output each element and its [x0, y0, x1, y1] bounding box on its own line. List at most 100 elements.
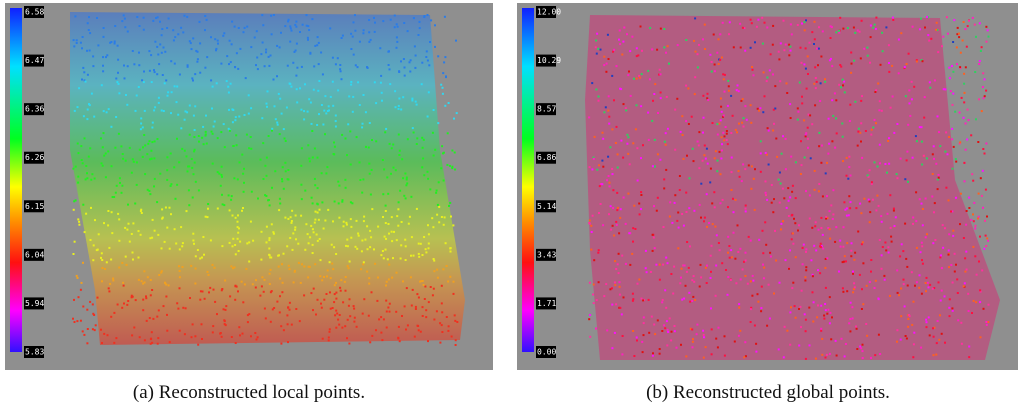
point: [166, 313, 168, 316]
point: [632, 77, 635, 80]
point: [211, 132, 214, 135]
point: [677, 211, 680, 214]
point: [694, 50, 697, 53]
point: [850, 242, 853, 245]
point: [385, 299, 388, 302]
point: [422, 284, 425, 286]
point: [322, 123, 325, 126]
point: [791, 190, 794, 193]
point: [611, 173, 614, 176]
point: [673, 330, 676, 333]
point: [694, 17, 697, 20]
point: [804, 318, 807, 321]
point: [785, 82, 788, 85]
point: [419, 330, 422, 333]
point: [618, 293, 621, 296]
label-box: [536, 103, 556, 116]
point: [212, 288, 215, 291]
point: [117, 212, 120, 215]
point: [663, 187, 666, 190]
point: [307, 276, 310, 279]
point: [80, 159, 83, 161]
point: [835, 132, 838, 135]
point: [273, 105, 276, 108]
point: [316, 202, 319, 205]
point: [317, 89, 320, 92]
point: [338, 216, 341, 219]
point: [974, 227, 977, 230]
point: [100, 256, 102, 259]
point: [805, 190, 807, 193]
point: [790, 33, 793, 36]
point: [770, 184, 773, 186]
point: [291, 248, 294, 251]
point: [354, 64, 357, 67]
point: [395, 23, 398, 26]
point: [703, 154, 706, 157]
point: [869, 211, 872, 214]
point: [719, 202, 722, 205]
point: [85, 165, 88, 167]
point: [286, 245, 289, 248]
point: [231, 20, 234, 23]
colorbar-label: 8.57: [537, 105, 556, 114]
point: [735, 89, 738, 92]
point: [860, 243, 863, 246]
point: [987, 239, 990, 242]
point: [945, 131, 948, 134]
point: [789, 103, 792, 106]
point: [813, 82, 816, 85]
point: [735, 282, 738, 285]
point: [670, 273, 673, 275]
point: [236, 226, 239, 229]
point: [240, 280, 243, 283]
point: [210, 36, 212, 39]
point: [644, 249, 647, 252]
point: [956, 63, 958, 66]
point: [870, 181, 873, 184]
point: [640, 157, 642, 160]
point: [405, 178, 408, 181]
point: [841, 287, 844, 290]
point: [284, 216, 287, 219]
point: [224, 279, 227, 282]
point: [710, 328, 713, 331]
point: [413, 335, 416, 338]
point: [228, 63, 230, 66]
point: [953, 270, 956, 273]
point: [86, 308, 89, 311]
point: [712, 33, 715, 36]
point: [824, 356, 827, 359]
point: [141, 155, 144, 158]
point: [155, 17, 158, 19]
point: [296, 66, 299, 69]
point: [346, 337, 348, 340]
point: [622, 196, 625, 199]
point: [421, 280, 424, 282]
point: [387, 192, 390, 195]
point: [398, 340, 401, 343]
point: [842, 160, 844, 163]
point: [425, 251, 428, 254]
point: [346, 245, 349, 248]
point: [101, 164, 104, 167]
point: [762, 71, 765, 74]
point: [904, 222, 907, 225]
point: [881, 31, 884, 34]
point: [309, 101, 312, 104]
point: [223, 323, 226, 326]
point: [834, 146, 837, 149]
point: [906, 150, 909, 153]
point: [279, 295, 281, 298]
point: [687, 123, 690, 125]
point: [789, 49, 792, 52]
point: [952, 229, 955, 232]
point: [316, 187, 319, 190]
point: [890, 235, 893, 238]
label-box: [536, 346, 556, 358]
point: [94, 219, 96, 222]
point: [905, 257, 908, 260]
point: [332, 104, 335, 107]
point: [391, 240, 394, 243]
point: [853, 258, 856, 261]
